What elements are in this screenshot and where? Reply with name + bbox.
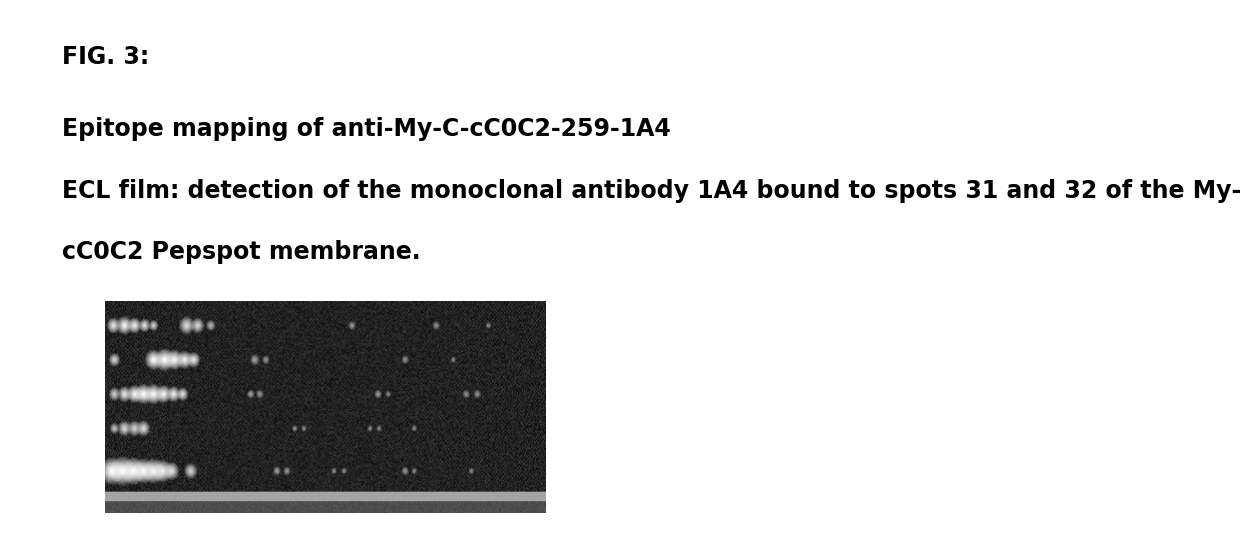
Text: cC0C2 Pepspot membrane.: cC0C2 Pepspot membrane.	[62, 240, 420, 264]
Text: Epitope mapping of anti-My-C-cC0C2-259-1A4: Epitope mapping of anti-My-C-cC0C2-259-1…	[62, 117, 671, 141]
Text: FIG. 3:: FIG. 3:	[62, 45, 149, 69]
Text: ECL film: detection of the monoclonal antibody 1A4 bound to spots 31 and 32 of t: ECL film: detection of the monoclonal an…	[62, 179, 1240, 203]
